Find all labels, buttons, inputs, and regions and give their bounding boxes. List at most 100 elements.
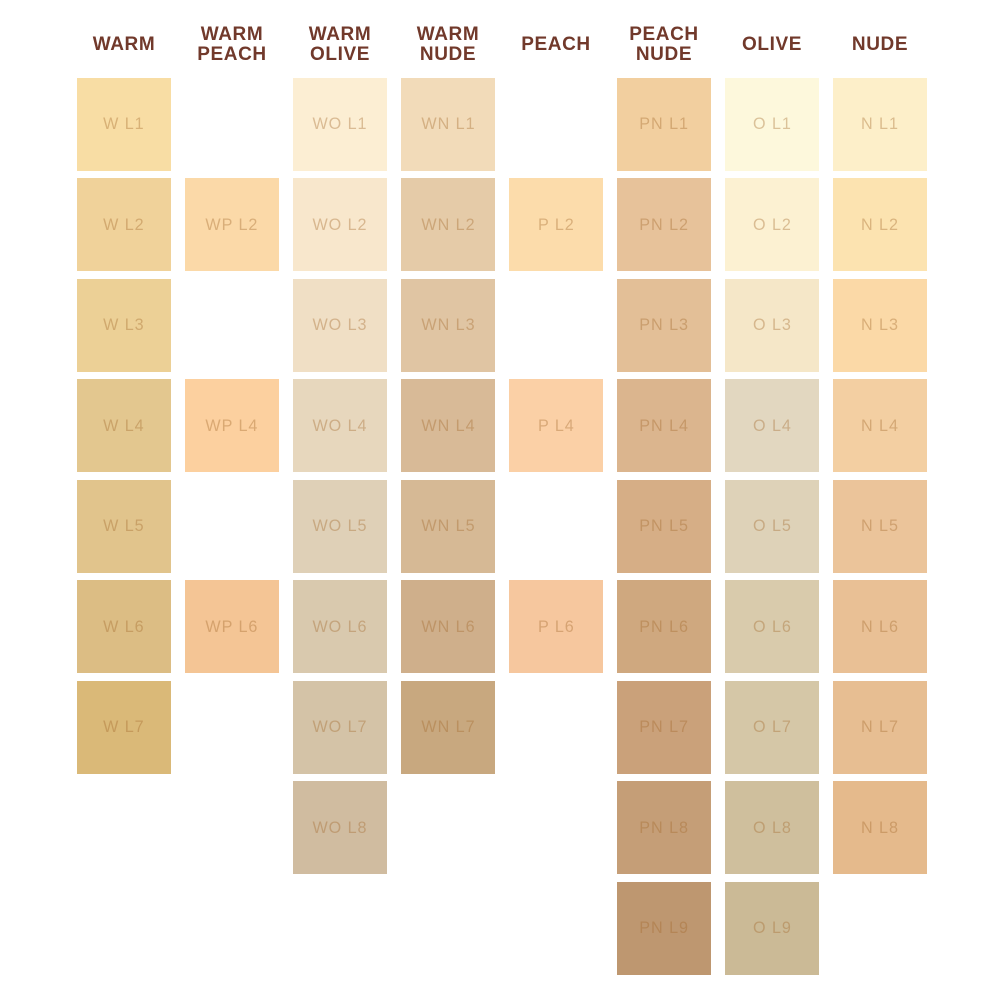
swatch-label-pn-l7: PN L7 [639,717,689,736]
swatch-label-wn-l1: WN L1 [420,114,476,133]
swatch-label-w-l6: W L6 [103,616,145,636]
swatch-wo-l4: WO L4 [293,379,387,472]
swatch-label-o-l5: O L5 [752,516,792,535]
swatch-n-l6: N L6 [833,580,927,673]
swatch-label-wp-l2: WP L2 [205,214,259,234]
swatch-label-wo-l6: WO L6 [312,616,368,636]
swatch-o-l2: O L2 [725,178,819,271]
swatch-o-l7: O L7 [725,680,819,774]
swatch-label-n-l1: N L1 [861,114,899,133]
swatch-p-l4: P L4 [509,379,603,472]
swatch-label-w-l1: W L1 [103,114,145,133]
swatch-w-l7: W L7 [77,680,171,774]
swatch-p-l2: P L2 [509,178,603,271]
swatch-label-wn-l6: WN L6 [420,616,476,636]
swatch-label-pn-l9: PN L9 [639,918,689,937]
swatch-label-o-l7: O L7 [752,717,792,736]
swatch-label-o-l4: O L4 [752,415,792,435]
swatch-o-l6: O L6 [725,580,819,673]
swatch-label-p-l6: P L6 [537,616,575,636]
swatch-n-l7: N L7 [833,680,927,774]
swatch-wo-l2: WO L2 [293,178,387,271]
swatch-wp-l6: WP L6 [185,580,279,673]
swatch-label-pn-l5: PN L5 [639,516,689,535]
swatch-label-wo-l4: WO L4 [312,415,368,435]
swatch-pn-l6: PN L6 [617,580,711,673]
swatch-label-wo-l7: WO L7 [312,717,368,736]
swatch-label-wn-l7: WN L7 [420,717,476,736]
column-header-peach-nude: PEACH NUDE [629,24,699,65]
swatch-w-l5: W L5 [77,479,171,573]
swatch-wo-l5: WO L5 [293,479,387,573]
swatch-pn-l7: PN L7 [617,680,711,774]
column-header-olive: OLIVE [741,34,802,55]
swatch-wo-l7: WO L7 [293,680,387,774]
swatch-label-wn-l4: WN L4 [420,415,476,435]
swatch-pn-l3: PN L3 [617,278,711,372]
swatch-label-n-l6: N L6 [861,616,899,636]
swatch-n-l3: N L3 [833,278,927,372]
swatch-wn-l2: WN L2 [401,178,495,271]
swatch-label-w-l4: W L4 [103,415,145,435]
column-header-nude: NUDE [851,34,909,55]
swatch-label-o-l2: O L2 [752,214,792,234]
column-header-warm-olive: WARM OLIVE [308,24,372,65]
swatch-label-wo-l8: WO L8 [312,817,368,837]
swatch-wn-l7: WN L7 [401,680,495,774]
swatch-label-wo-l2: WO L2 [312,214,368,234]
swatch-wn-l3: WN L3 [401,278,495,372]
swatch-w-l1: W L1 [77,77,171,171]
swatch-label-pn-l4: PN L4 [639,415,689,435]
swatch-pn-l4: PN L4 [617,379,711,472]
swatch-label-pn-l6: PN L6 [639,616,689,636]
swatch-label-wp-l6: WP L6 [205,616,259,636]
swatch-label-wo-l1: WO L1 [312,114,368,133]
swatch-pn-l2: PN L2 [617,178,711,271]
swatch-label-pn-l3: PN L3 [639,315,689,334]
swatch-label-w-l5: W L5 [103,516,145,535]
swatch-pn-l1: PN L1 [617,77,711,171]
swatch-wo-l6: WO L6 [293,580,387,673]
column-header-warm-peach: WARM PEACH [197,24,267,65]
swatch-wo-l8: WO L8 [293,781,387,874]
swatch-wp-l4: WP L4 [185,379,279,472]
swatch-label-o-l6: O L6 [752,616,792,636]
swatch-o-l4: O L4 [725,379,819,472]
column-header-peach: PEACH [521,34,591,55]
swatch-o-l5: O L5 [725,479,819,573]
swatch-label-wo-l5: WO L5 [312,516,368,535]
swatch-pn-l8: PN L8 [617,781,711,874]
swatch-label-pn-l1: PN L1 [639,114,689,133]
swatch-wo-l3: WO L3 [293,278,387,372]
swatch-w-l2: W L2 [77,178,171,271]
swatch-p-l6: P L6 [509,580,603,673]
swatch-o-l3: O L3 [725,278,819,372]
swatch-pn-l5: PN L5 [617,479,711,573]
swatch-label-o-l3: O L3 [752,315,792,334]
swatch-wo-l1: WO L1 [293,77,387,171]
swatch-o-l9: O L9 [725,881,819,975]
swatch-label-w-l3: W L3 [103,315,145,334]
shade-chart: WARM W L1 W L2 W L3 W L4 W L5 W L6 W L7 WARM PEA… [77,20,927,975]
swatch-label-o-l1: O L1 [752,114,792,133]
swatch-pn-l9: PN L9 [617,881,711,975]
swatch-w-l6: W L6 [77,580,171,673]
swatch-label-wn-l3: WN L3 [420,315,476,334]
swatch-wn-l5: WN L5 [401,479,495,573]
swatch-label-n-l3: N L3 [861,315,899,334]
swatch-label-wn-l5: WN L5 [420,516,476,535]
swatch-label-p-l4: P L4 [537,415,575,435]
swatch-label-w-l7: W L7 [103,717,145,736]
swatch-label-n-l7: N L7 [861,717,899,736]
swatch-label-wn-l2: WN L2 [420,214,476,234]
swatch-n-l5: N L5 [833,479,927,573]
column-header-warm-nude: WARM NUDE [416,24,480,65]
swatch-n-l4: N L4 [833,379,927,472]
swatch-label-o-l9: O L9 [752,918,792,937]
swatch-o-l1: O L1 [725,77,819,171]
swatch-n-l1: N L1 [833,77,927,171]
column-header-warm: WARM [92,34,156,55]
swatch-label-n-l5: N L5 [861,516,899,535]
swatch-label-pn-l8: PN L8 [639,817,689,837]
swatch-wn-l6: WN L6 [401,580,495,673]
